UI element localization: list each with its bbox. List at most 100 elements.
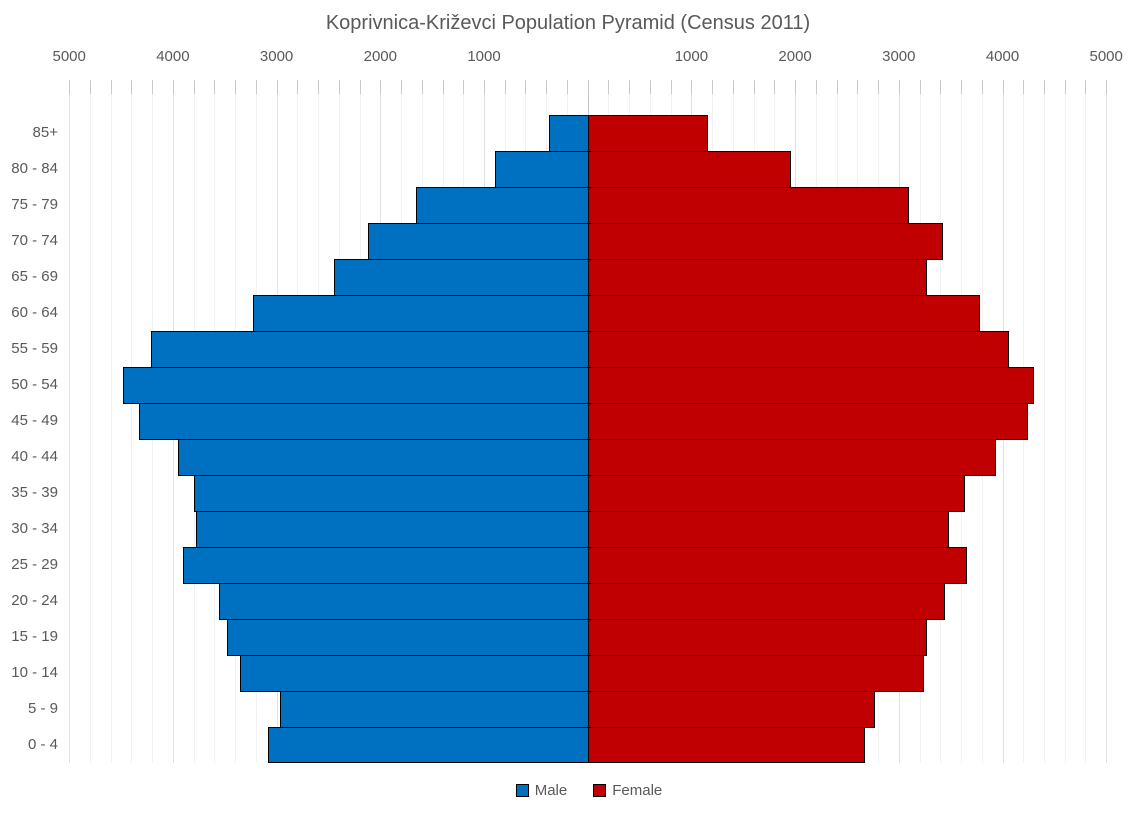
legend-item-female[interactable]: Female: [593, 782, 662, 799]
female-bar-45-49[interactable]: [587, 403, 1029, 440]
axis-tick-mark: [961, 80, 963, 94]
male-bar-85+[interactable]: [549, 115, 589, 152]
age-group-label: 45 - 49: [11, 412, 58, 430]
legend-item-male[interactable]: Male: [515, 782, 567, 799]
male-bar-0-4[interactable]: [268, 727, 589, 763]
male-bar-10-14[interactable]: [240, 655, 589, 692]
x-axis-tick-label-left-4000: 4000: [156, 48, 190, 65]
gridline: [1085, 94, 1087, 763]
male-bar-65-69[interactable]: [333, 259, 589, 296]
male-bar-60-64[interactable]: [252, 295, 589, 332]
female-bar-40-44[interactable]: [587, 439, 997, 476]
male-bar-40-44[interactable]: [178, 439, 589, 476]
axis-tick-mark: [318, 80, 320, 94]
age-group-label: 25 - 29: [11, 555, 58, 573]
axis-tick-mark: [504, 80, 506, 94]
age-group-label: 35 - 39: [11, 483, 58, 501]
female-bar-75-79[interactable]: [587, 187, 910, 224]
axis-tick-mark: [110, 80, 112, 94]
female-bar-5-9[interactable]: [587, 691, 875, 728]
axis-tick-mark: [608, 80, 610, 94]
male-bar-35-39[interactable]: [193, 475, 589, 512]
axis-tick-mark: [629, 80, 631, 94]
age-group-label: 50 - 54: [11, 376, 58, 394]
axis-tick-mark: [878, 80, 880, 94]
axis-tick-mark: [981, 80, 983, 94]
x-axis-tick-label-right-4000: 4000: [985, 48, 1020, 65]
age-group-label: 15 - 19: [11, 627, 58, 645]
age-group-label: 60 - 64: [11, 304, 58, 322]
age-group-label: 10 - 14: [11, 663, 58, 681]
age-group-label: 80 - 84: [11, 160, 58, 178]
female-bar-70-74[interactable]: [587, 223, 944, 260]
axis-tick-mark: [649, 80, 651, 94]
axis-tick-mark: [297, 80, 299, 94]
axis-tick-mark: [131, 80, 133, 94]
axis-tick-mark: [69, 80, 71, 94]
axis-tick-mark: [691, 80, 693, 94]
female-legend-swatch: [593, 783, 607, 797]
axis-tick-mark: [1064, 80, 1066, 94]
axis-tick-mark: [484, 80, 485, 94]
x-axis-tick-label-right-3000: 3000: [882, 48, 916, 65]
axis-tick-mark: [1106, 80, 1108, 94]
male-bar-45-49[interactable]: [138, 403, 589, 440]
x-axis-tick-label-right-2000: 2000: [778, 48, 812, 65]
female-bar-15-19[interactable]: [587, 619, 927, 656]
axis-tick-mark: [380, 80, 382, 94]
female-bar-80-84[interactable]: [587, 151, 791, 188]
gridline: [1043, 94, 1045, 763]
male-bar-25-29[interactable]: [183, 547, 589, 584]
male-bar-80-84[interactable]: [495, 151, 589, 188]
axis-tick-mark: [774, 80, 776, 94]
axis-tick-mark: [815, 80, 817, 94]
gridline: [131, 94, 133, 763]
axis-tick-mark: [401, 80, 403, 94]
female-bar-50-54[interactable]: [587, 367, 1034, 404]
male-bar-30-34[interactable]: [195, 511, 589, 548]
legend: Male Female: [0, 778, 1136, 802]
female-bar-35-39[interactable]: [587, 475, 966, 512]
female-bar-65-69[interactable]: [587, 259, 927, 296]
male-bar-15-19[interactable]: [226, 619, 589, 656]
female-bar-20-24[interactable]: [587, 583, 946, 620]
male-bar-70-74[interactable]: [367, 223, 589, 260]
x-axis-tick-label-left-5000: 5000: [52, 48, 86, 65]
male-bar-55-59[interactable]: [151, 331, 589, 368]
gridline: [69, 94, 71, 763]
axis-tick-mark: [670, 80, 672, 94]
female-bar-0-4[interactable]: [587, 727, 865, 763]
axis-tick-mark: [1085, 80, 1087, 94]
age-group-label: 55 - 59: [11, 340, 58, 358]
age-group-label: 20 - 24: [11, 591, 58, 609]
axis-tick-mark: [1043, 80, 1045, 94]
female-bar-60-64[interactable]: [587, 295, 980, 332]
axis-tick-mark: [940, 80, 942, 94]
axis-tick-mark: [235, 80, 237, 94]
age-group-label: 0 - 4: [27, 735, 58, 753]
axis-tick-mark: [276, 80, 278, 94]
male-bar-5-9[interactable]: [279, 691, 589, 728]
female-bar-25-29[interactable]: [587, 547, 968, 584]
male-bar-50-54[interactable]: [123, 367, 589, 404]
female-bar-30-34[interactable]: [587, 511, 949, 548]
gridline: [110, 94, 112, 763]
female-bar-85+[interactable]: [587, 115, 708, 152]
axis-tick-mark: [255, 80, 257, 94]
age-group-label: 30 - 34: [11, 519, 58, 537]
axis-tick-mark: [172, 80, 174, 94]
axis-tick-mark: [89, 80, 91, 94]
x-axis-tick-label-left-2000: 2000: [363, 48, 397, 65]
axis-tick-mark: [732, 80, 734, 94]
axis-tick-mark: [753, 80, 755, 94]
female-bar-55-59[interactable]: [587, 331, 1009, 368]
age-group-label: 65 - 69: [11, 268, 58, 286]
axis-tick-mark: [836, 80, 838, 94]
male-bar-75-79[interactable]: [415, 187, 589, 224]
x-axis-tick-label-right-5000: 5000: [1089, 48, 1123, 65]
axis-tick-mark: [546, 80, 548, 94]
female-bar-10-14[interactable]: [587, 655, 924, 692]
male-bar-20-24[interactable]: [218, 583, 589, 620]
axis-tick-mark: [152, 80, 154, 94]
axis-tick-mark: [857, 80, 859, 94]
